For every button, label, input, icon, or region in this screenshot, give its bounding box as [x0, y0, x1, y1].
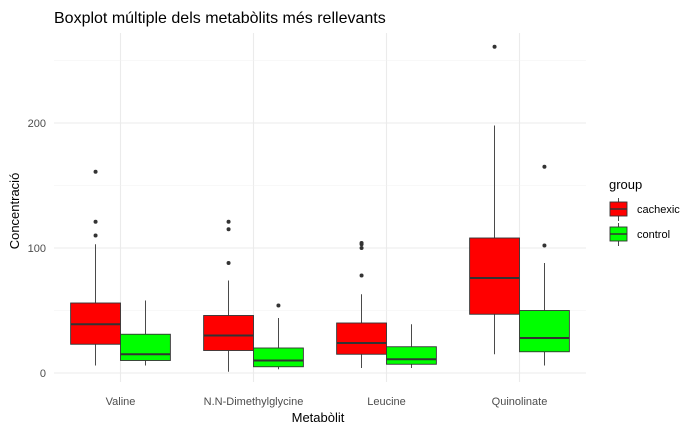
chart-title: Boxplot múltiple dels metabòlits més rel… — [54, 10, 386, 27]
outlier-point — [359, 246, 364, 250]
outlier-point — [492, 44, 497, 49]
boxes — [70, 44, 570, 372]
outlier-point — [359, 241, 364, 245]
outlier-point — [226, 227, 231, 232]
box-body — [253, 347, 304, 368]
x-tick-label: Quinolinate — [492, 396, 548, 408]
x-tick-labels: Valine N.N-Dimethylglycine Leucine Quinolin… — [106, 396, 548, 408]
y-tick-labels: 0 100 200 — [28, 118, 46, 380]
outlier-point — [542, 243, 547, 248]
box-cachexic — [336, 241, 387, 368]
x-tick-label: Valine — [106, 396, 136, 408]
outlier-point — [93, 219, 98, 224]
legend: group cachexic control — [609, 177, 680, 246]
box-body — [120, 333, 171, 361]
outlier-point — [226, 261, 231, 265]
grid-major — [54, 33, 586, 382]
box-body — [203, 315, 254, 351]
x-tick-label: N.N-Dimethylglycine — [204, 396, 304, 408]
outlier-point — [359, 273, 364, 278]
box-body — [336, 322, 387, 355]
box-control — [519, 164, 570, 366]
box-cachexic — [469, 44, 520, 355]
x-axis-title: Metabòlit — [292, 410, 345, 425]
box-cachexic — [203, 219, 254, 372]
box-body — [469, 237, 520, 315]
y-tick-label: 0 — [40, 368, 46, 380]
outlier-point — [276, 303, 281, 308]
y-axis-title: Concentració — [7, 173, 22, 250]
y-tick-label: 100 — [28, 243, 46, 255]
outlier-point — [226, 219, 231, 224]
box-control — [386, 324, 437, 368]
box-cachexic — [70, 169, 121, 366]
box-body — [519, 310, 570, 353]
y-tick-label: 200 — [28, 118, 46, 130]
outlier-point — [93, 169, 98, 174]
x-tick-label: Leucine — [367, 396, 406, 408]
box-body — [386, 346, 437, 365]
box-control — [120, 300, 171, 366]
legend-label-cachexic: cachexic — [637, 204, 680, 216]
outlier-point — [93, 233, 98, 238]
outlier-point — [542, 164, 547, 169]
box-control — [253, 303, 304, 370]
legend-label-control: control — [637, 229, 670, 241]
legend-title: group — [609, 177, 642, 192]
